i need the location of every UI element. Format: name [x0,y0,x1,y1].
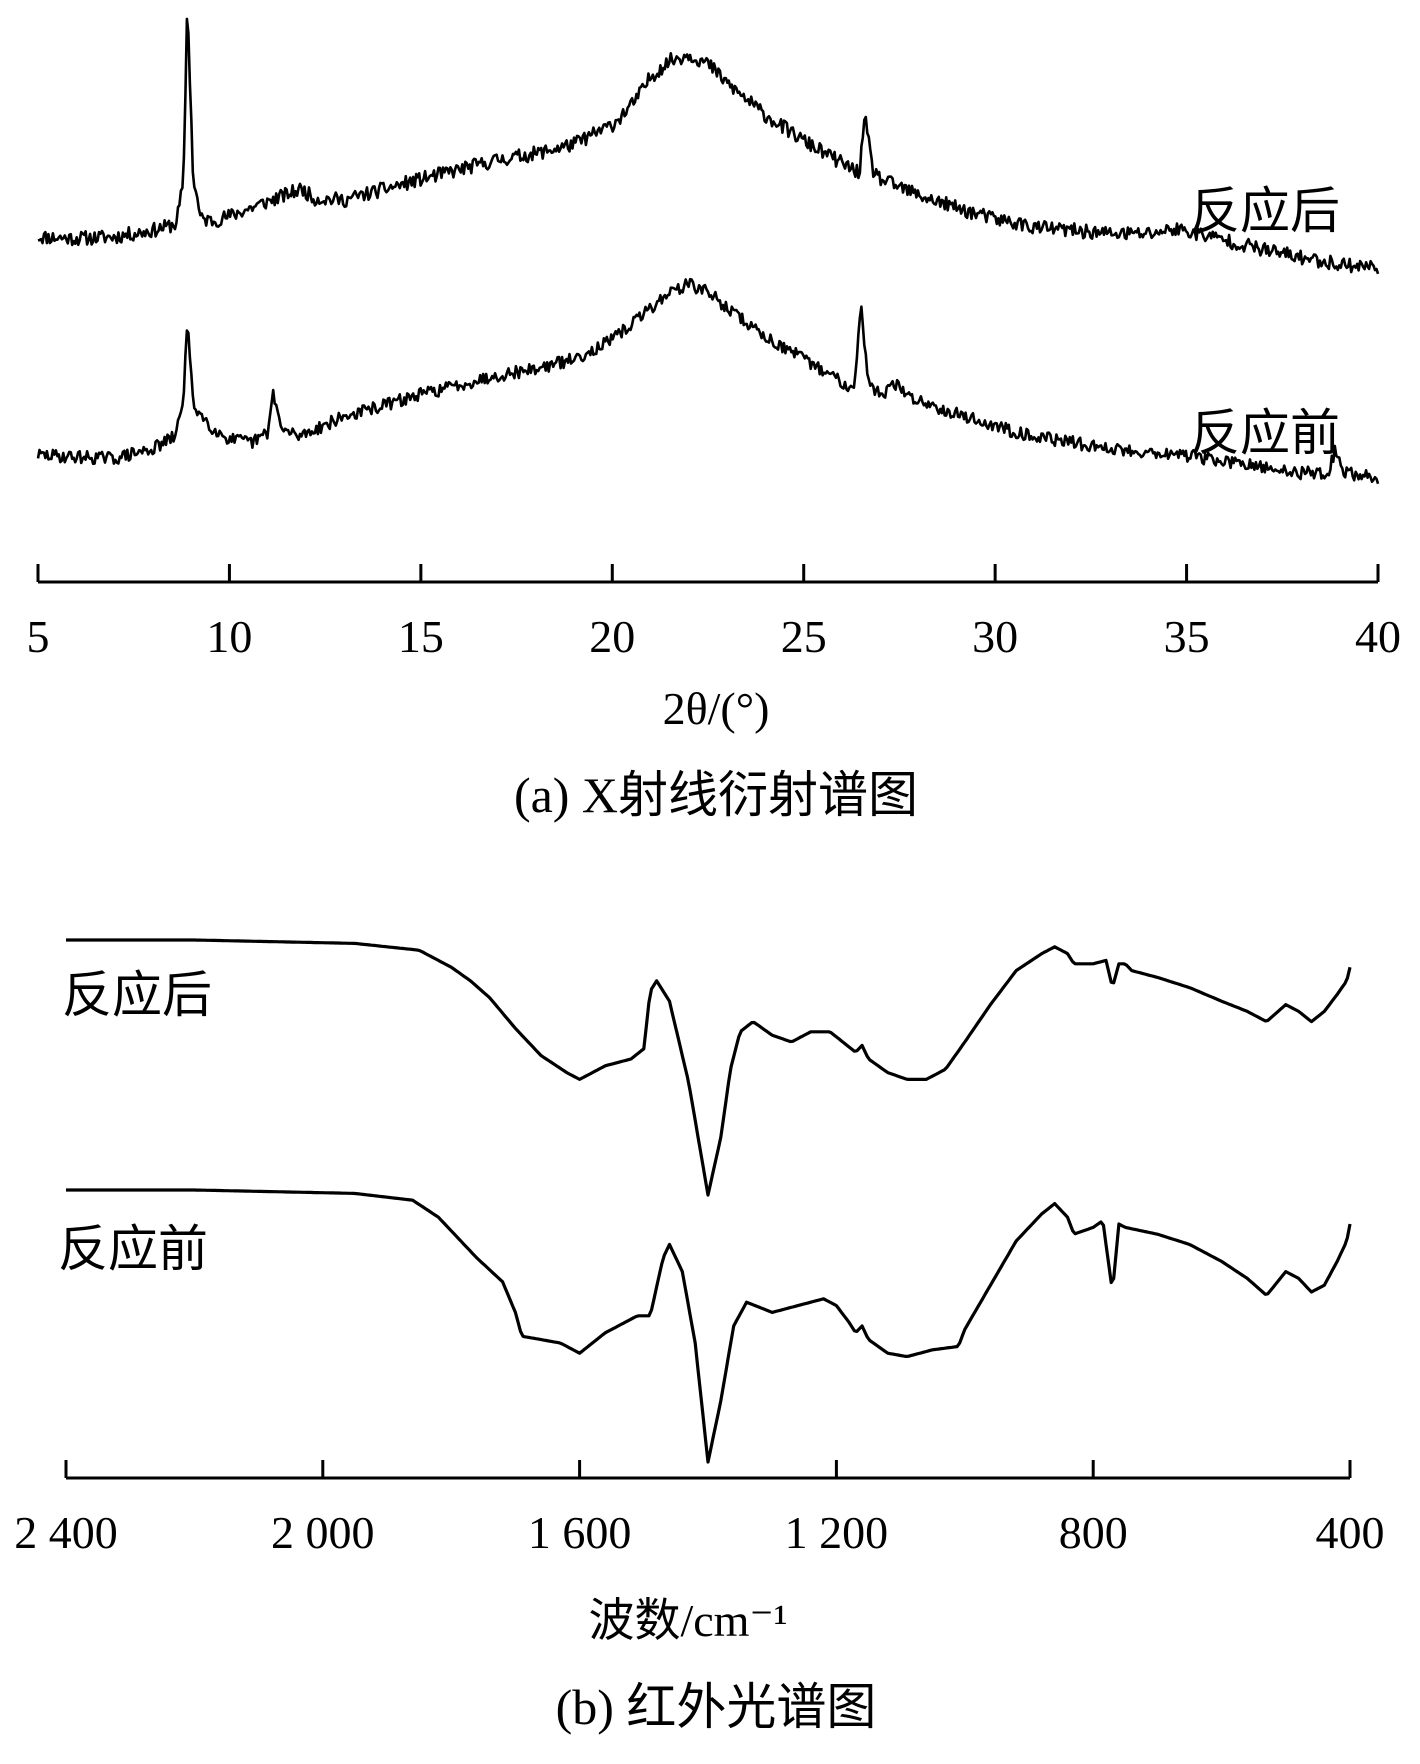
ir-x-axis-title: 波数/cm⁻¹ [588,1595,787,1646]
ir-series-line-before [66,1188,1352,1464]
xrd-series-line-before [36,277,1380,485]
x-tick-label: 15 [398,611,444,662]
x-tick-label: 2 000 [271,1507,375,1558]
x-tick-label: 5 [27,611,50,662]
xrd-series-label-after: 反应后 [1190,183,1340,239]
ir-caption: (b) 红外光谱图 [556,1679,877,1735]
x-tick-label: 2 400 [14,1507,118,1558]
x-tick-label: 1 600 [528,1507,632,1558]
xrd-panel: 5 10 15 20 25 30 35 40 反应后 反应前 2θ/(°) (a) X射线衍射… [27,17,1401,823]
x-tick-label: 10 [206,611,252,662]
x-tick-label: 800 [1059,1507,1128,1558]
ir-series-line-after [66,938,1352,1197]
ir-series-group [66,938,1352,1464]
xrd-series-group [36,17,1380,485]
x-tick-label: 400 [1316,1507,1385,1558]
ir-panel: 2 400 2 000 1 600 1 200 800 400 反应后 反应前 波数/cm… [14,938,1385,1735]
x-tick-label: 30 [972,611,1018,662]
xrd-caption: (a) X射线衍射谱图 [514,767,918,823]
xrd-x-axis-title: 2θ/(°) [663,683,770,734]
x-tick-label: 1 200 [785,1507,889,1558]
xrd-x-ticks: 5 10 15 20 25 30 35 40 [27,564,1401,662]
xrd-series-line-after [37,17,1380,275]
ir-series-label-after: 反应后 [62,967,212,1023]
x-tick-label: 35 [1164,611,1210,662]
x-tick-label: 25 [781,611,827,662]
x-tick-label: 20 [589,611,635,662]
x-tick-label: 40 [1355,611,1401,662]
ir-series-label-before: 反应前 [58,1221,208,1277]
ir-x-ticks: 2 400 2 000 1 600 1 200 800 400 [14,1460,1385,1558]
xrd-series-label-before: 反应前 [1190,405,1340,461]
